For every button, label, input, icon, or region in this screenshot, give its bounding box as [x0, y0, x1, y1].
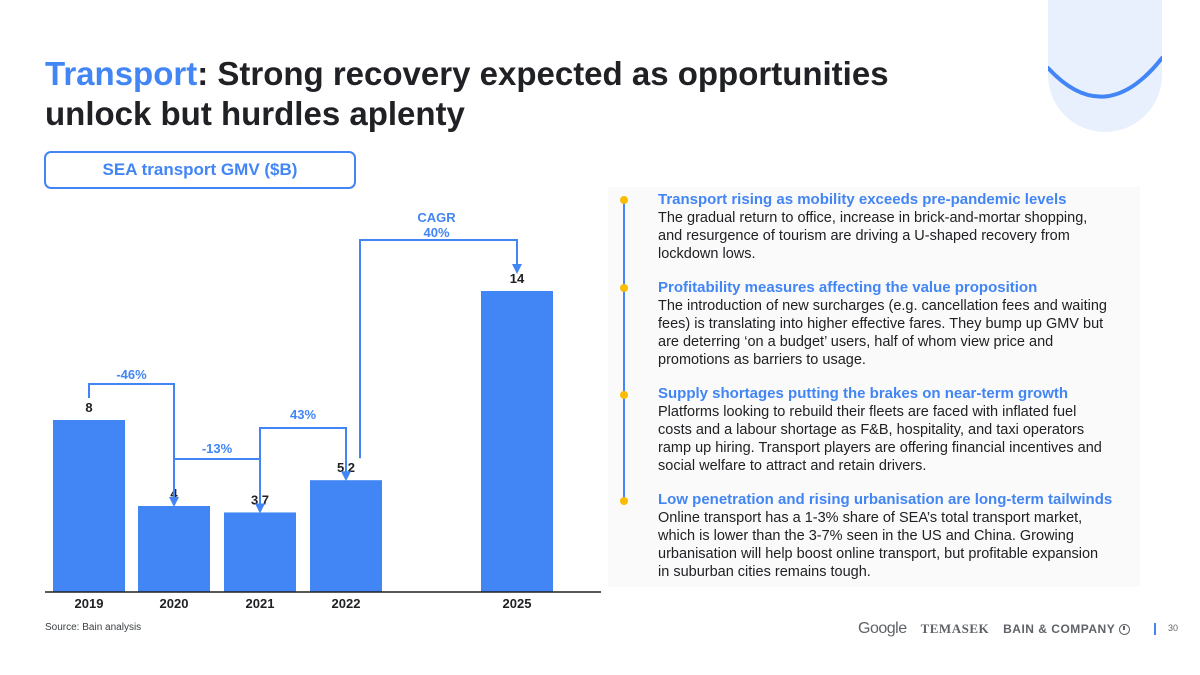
page-number: 30	[1168, 623, 1179, 633]
x-tick-label: 2025	[503, 596, 532, 611]
insight-item: Supply shortages putting the brakes on n…	[658, 385, 1138, 475]
insight-line: social welfare to attract and retain dri…	[658, 458, 927, 474]
timeline-dot	[620, 497, 628, 505]
chart-title: SEA transport GMV ($B)	[102, 160, 298, 179]
insight-line: costs and a labour shortage as F&B, hosp…	[658, 422, 1085, 438]
insight-line: ramp up hiring. Transport players are of…	[658, 440, 1102, 456]
insight-item: Transport rising as mobility exceeds pre…	[658, 191, 1138, 263]
connector-2019-2020	[88, 383, 179, 507]
bar-2019	[53, 420, 125, 592]
connector-2021-2022	[259, 427, 351, 491]
bar-value-label: 8	[85, 400, 92, 415]
x-tick-label: 2019	[75, 596, 104, 611]
source-note: Source: Bain analysis	[45, 622, 142, 633]
insight-line: The introduction of new surcharges (e.g.…	[658, 298, 1107, 314]
insight-line: Platforms looking to rebuild their fleet…	[658, 404, 1077, 420]
insight-line: in suburban cities remains tough.	[658, 564, 871, 580]
bar-2022	[310, 480, 382, 592]
title-rest: : Strong recovery expected as opportunit…	[45, 55, 889, 132]
cagr-label: CAGR	[417, 210, 456, 225]
u-shape-decoration	[1048, 0, 1162, 132]
connector-2020-2021	[173, 458, 265, 514]
page-title: Transport: Strong recovery expected as o…	[45, 54, 945, 134]
insights-panel	[608, 187, 1140, 587]
bain-logo-text: BAIN & COMPANY	[1003, 622, 1116, 636]
chart-title-box: SEA transport GMV ($B)	[44, 151, 356, 189]
insight-line: and resurgence of tourism are driving a …	[658, 228, 1070, 244]
timeline-dot	[620, 284, 628, 292]
cagr-value-label: 40%	[423, 225, 449, 240]
change-label: -46%	[116, 367, 147, 382]
bain-circle-icon	[1119, 623, 1131, 635]
bain-logo: BAIN & COMPANY	[1003, 622, 1131, 636]
insight-item: Profitability measures affecting the val…	[658, 279, 1138, 369]
insight-title: Low penetration and rising urbanisation …	[658, 491, 1113, 508]
footer-logos: Google TEMASEK BAIN & COMPANY	[858, 618, 1131, 640]
bar-2021	[224, 512, 296, 592]
insights-timeline	[623, 197, 625, 500]
x-tick-label: 2021	[246, 596, 275, 611]
insight-line: fees) is translating into higher effecti…	[658, 316, 1104, 332]
timeline-dot	[620, 196, 628, 204]
bar-2025	[481, 291, 553, 592]
insight-line: Online transport has a 1-3% share of SEA…	[658, 510, 1083, 526]
insight-line: The gradual return to office, increase i…	[658, 210, 1088, 226]
connector-2022-2025	[359, 239, 522, 459]
insight-line: urbanisation will help boost online tran…	[658, 546, 1099, 562]
page-separator	[1154, 623, 1156, 635]
title-accent: Transport	[45, 55, 198, 92]
change-label: -13%	[202, 441, 233, 456]
insight-line: which is lower than the 3-7% seen in the…	[658, 528, 1074, 544]
insight-line: promotions as barriers to usage.	[658, 352, 866, 368]
insight-item: Low penetration and rising urbanisation …	[658, 491, 1138, 581]
x-tick-label: 2022	[332, 596, 361, 611]
bar-2020	[138, 506, 210, 592]
timeline-dot	[620, 391, 628, 399]
x-tick-label: 2020	[160, 596, 189, 611]
bar-value-label: 14	[510, 271, 525, 286]
insight-line: are deterring ‘on a budget’ users, half …	[658, 334, 1054, 350]
google-logo: Google	[858, 620, 907, 637]
insight-title: Transport rising as mobility exceeds pre…	[658, 191, 1067, 208]
insight-title: Profitability measures affecting the val…	[658, 279, 1038, 296]
temasek-logo: TEMASEK	[920, 621, 990, 636]
insight-line: lockdown lows.	[658, 246, 756, 262]
insight-title: Supply shortages putting the brakes on n…	[658, 385, 1069, 402]
change-label: 43%	[290, 407, 316, 422]
gmv-bar-chart: 82019420203.720215.22022142025-46%-13%43…	[45, 210, 601, 611]
